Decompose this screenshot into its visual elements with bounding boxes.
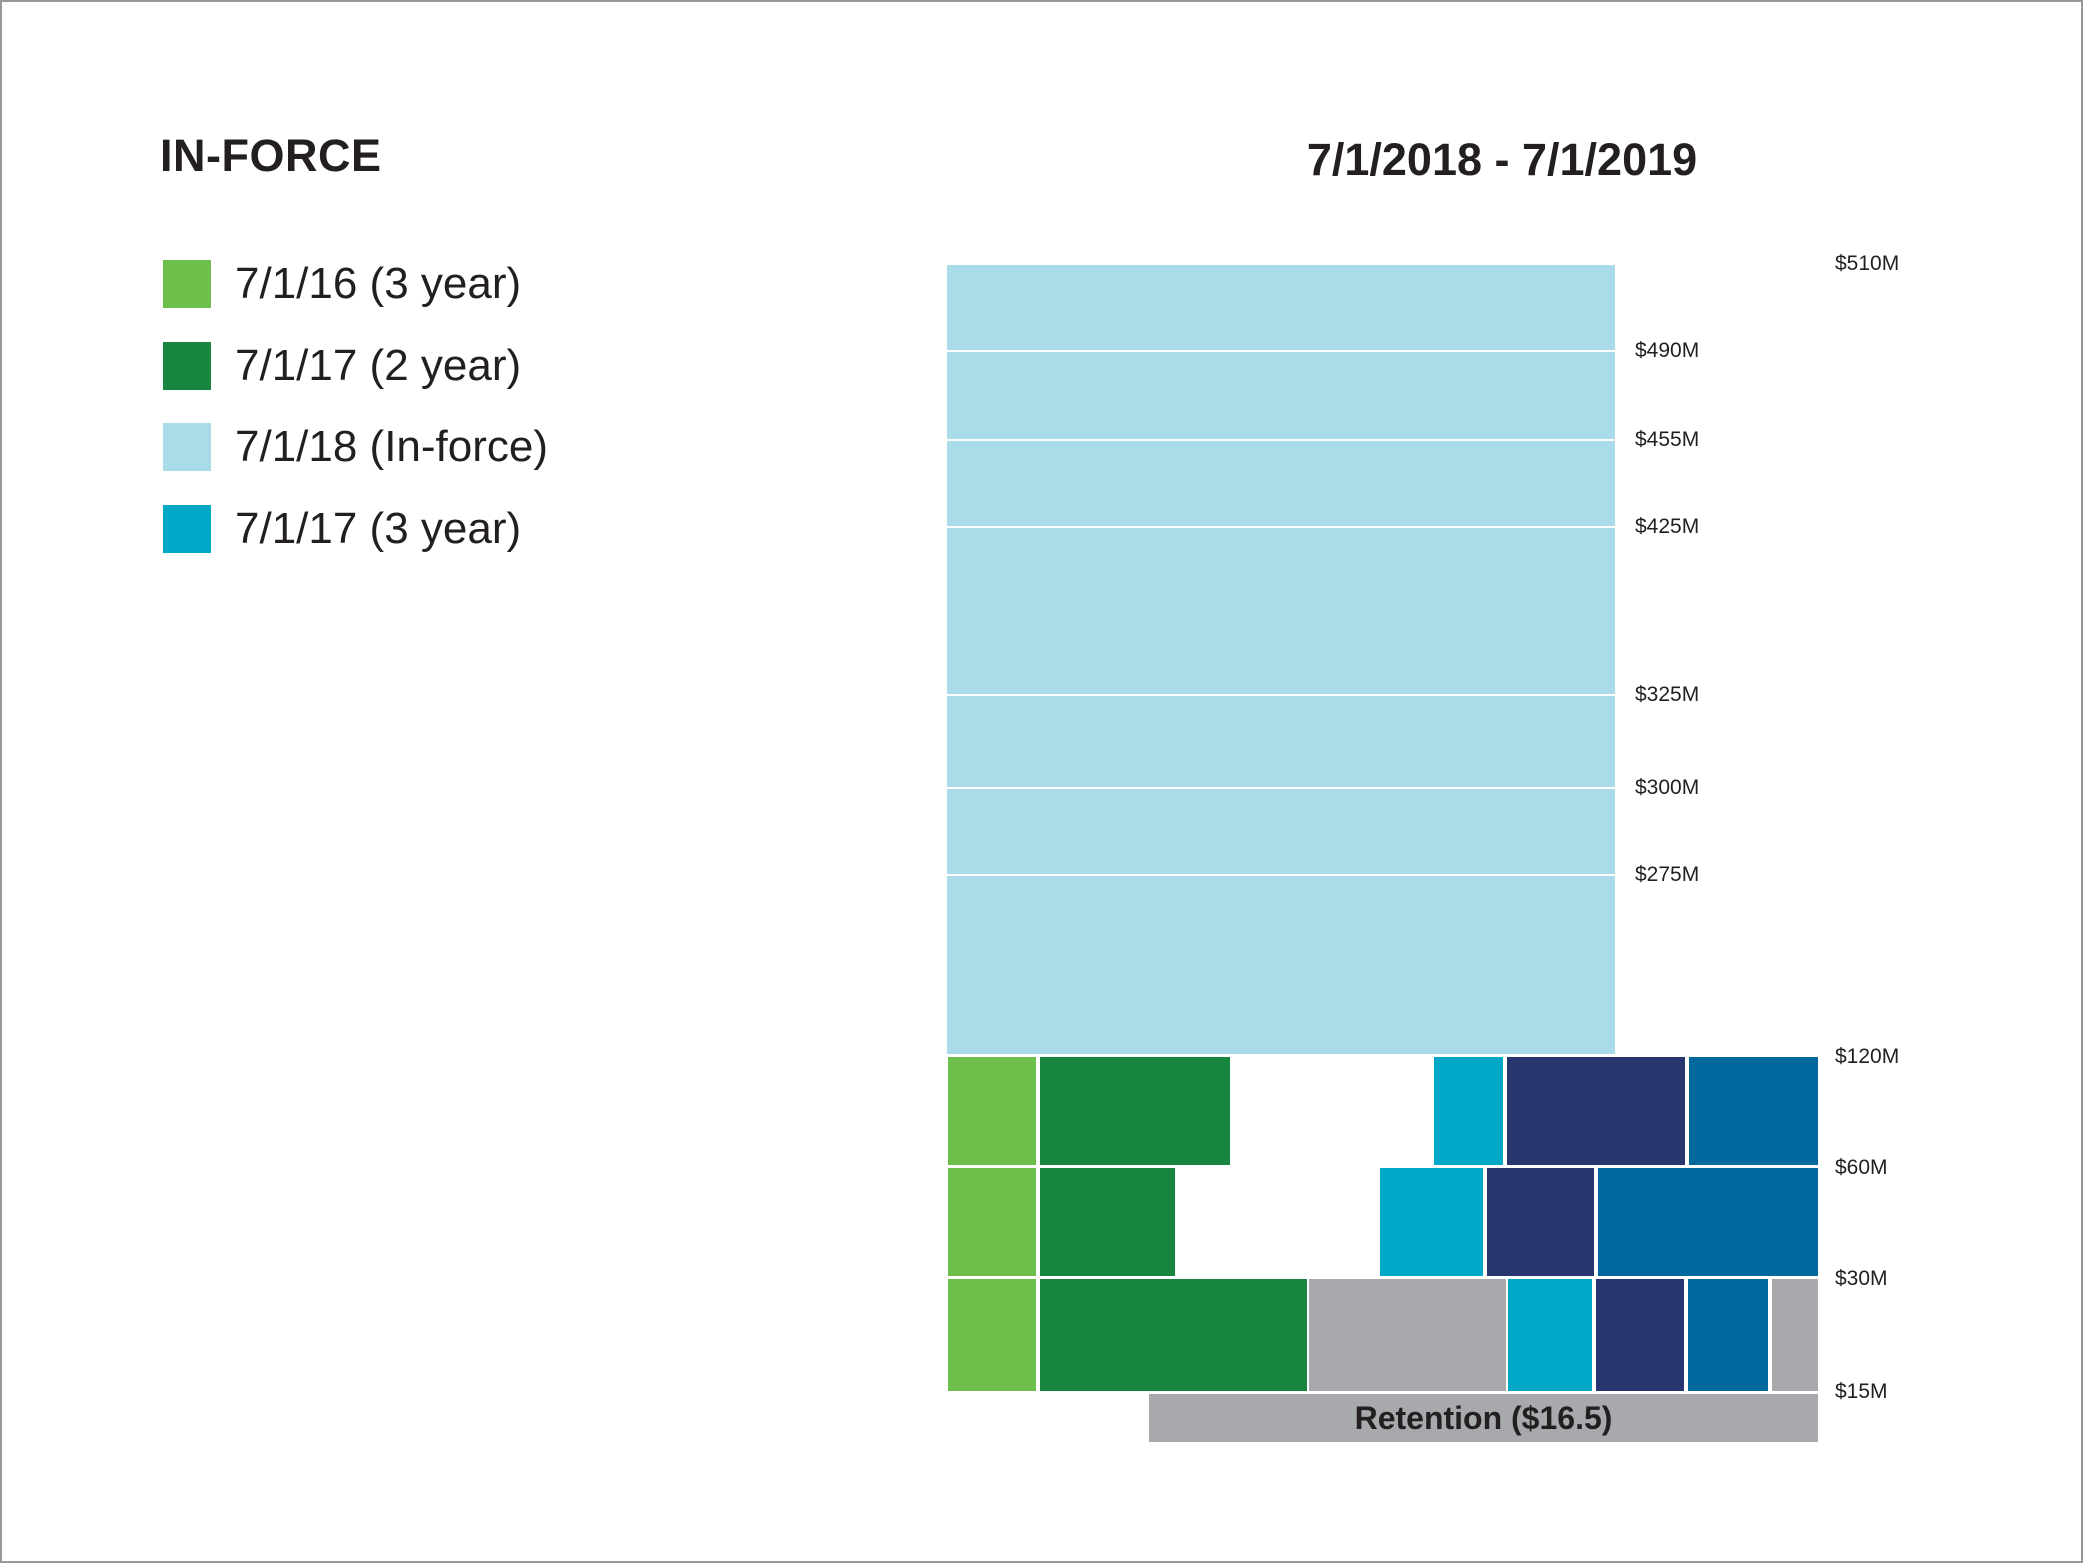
gridline-$490M bbox=[947, 350, 1615, 352]
retention-bar: Retention ($16.5) bbox=[1149, 1394, 1818, 1442]
legend-label: 7/1/17 (2 year) bbox=[235, 340, 522, 390]
tower-block-dark_green bbox=[1040, 1168, 1175, 1276]
legend-item: 7/1/17 (3 year) bbox=[163, 504, 522, 554]
period-title: 7/1/2018 - 7/1/2019 bbox=[1306, 134, 1698, 185]
tower-block-cyan bbox=[1508, 1279, 1592, 1391]
tower-block-light_blue bbox=[947, 265, 1615, 1054]
tower-block-gray bbox=[1772, 1279, 1818, 1391]
axis-label-$455M: $455M bbox=[1635, 428, 1700, 451]
axis-label-$510M: $510M bbox=[1835, 252, 1900, 275]
gridline-$275M bbox=[947, 874, 1615, 876]
axis-label-$325M: $325M bbox=[1635, 683, 1700, 706]
legend-label: 7/1/17 (3 year) bbox=[235, 504, 522, 554]
axis-label-$425M: $425M bbox=[1635, 515, 1700, 538]
legend-swatch-light_green bbox=[163, 260, 211, 308]
page-title: IN-FORCE bbox=[160, 130, 382, 181]
axis-label-$15M: $15M bbox=[1835, 1380, 1888, 1403]
legend-swatch-dark_green bbox=[163, 341, 211, 390]
tower-block-cyan bbox=[1380, 1168, 1483, 1276]
tower-block-light_green bbox=[948, 1279, 1036, 1391]
legend-item: 7/1/16 (3 year) bbox=[163, 260, 521, 308]
axis-label-$490M: $490M bbox=[1635, 339, 1700, 362]
tower-block-dark_green bbox=[1040, 1057, 1230, 1165]
tower-block-dark_green bbox=[1040, 1279, 1307, 1391]
tower-block-medium_blue bbox=[1688, 1279, 1768, 1391]
legend-label: 7/1/18 (In-force) bbox=[235, 422, 549, 472]
gridline-$425M bbox=[947, 526, 1615, 528]
tower-block-medium_blue bbox=[1598, 1168, 1818, 1276]
tower-block-navy bbox=[1487, 1168, 1594, 1276]
gridline-$455M bbox=[947, 439, 1615, 441]
tower-block-light_green bbox=[948, 1168, 1036, 1276]
legend-item: 7/1/17 (2 year) bbox=[163, 340, 522, 390]
axis-label-$30M: $30M bbox=[1835, 1267, 1888, 1290]
tower-block-gray bbox=[1309, 1279, 1506, 1391]
axis-label-$275M: $275M bbox=[1635, 863, 1700, 886]
gridline-$325M bbox=[947, 694, 1615, 696]
axis-label-$60M: $60M bbox=[1835, 1156, 1888, 1179]
tower-block-navy bbox=[1596, 1279, 1684, 1391]
tower-block-light_green bbox=[948, 1057, 1036, 1165]
legend-label: 7/1/16 (3 year) bbox=[235, 259, 522, 308]
axis-label-$120M: $120M bbox=[1835, 1045, 1900, 1068]
tower-block-cyan bbox=[1434, 1057, 1503, 1165]
gridline-$300M bbox=[947, 787, 1615, 789]
tower-block-navy bbox=[1507, 1057, 1685, 1165]
axis-label-$300M: $300M bbox=[1635, 776, 1700, 799]
tower-block-medium_blue bbox=[1689, 1057, 1818, 1165]
legend-swatch-light_blue bbox=[163, 423, 211, 472]
legend-item: 7/1/18 (In-force) bbox=[163, 422, 549, 472]
legend-swatch-cyan bbox=[163, 505, 211, 554]
